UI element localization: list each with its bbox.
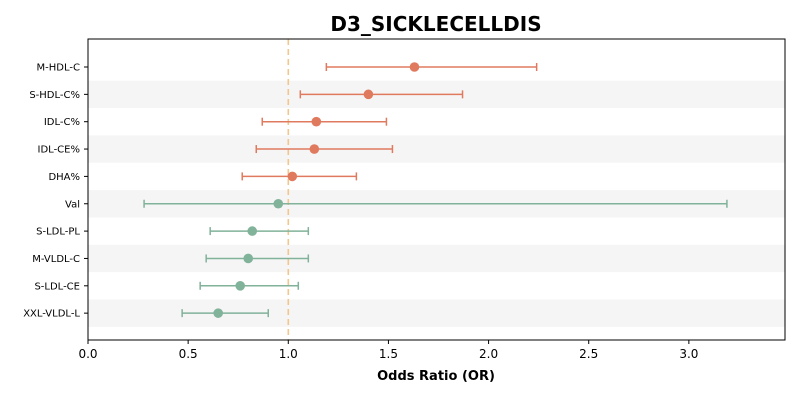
y-tick-label: S-LDL-PL	[36, 227, 80, 238]
x-tick-label: 0.5	[179, 347, 198, 361]
forest-row	[205, 253, 310, 264]
plot-frame	[87, 38, 786, 341]
row-band	[88, 244, 785, 273]
or-point	[311, 116, 322, 127]
y-tick-label: S-LDL-CE	[34, 281, 80, 292]
forest-row	[299, 89, 464, 100]
or-point	[287, 171, 298, 182]
x-axis-label: Odds Ratio (OR)	[377, 369, 495, 384]
y-tick-label: DHA%	[48, 172, 80, 183]
x-tick-label: 2.0	[479, 347, 498, 361]
x-tick-label: 0.0	[78, 347, 97, 361]
or-point	[235, 281, 246, 291]
or-point	[213, 308, 223, 318]
forest-row	[255, 144, 394, 154]
y-tick-label: M-HDL-C	[37, 63, 80, 74]
x-tick-label: 1.0	[279, 347, 298, 361]
x-tick-label: 3.0	[679, 347, 698, 361]
forest-row	[143, 198, 728, 209]
forest-row	[241, 171, 358, 182]
y-tick-label: Val	[65, 199, 80, 210]
x-tick-label: 1.5	[379, 347, 398, 361]
y-tick-label: IDL-CE%	[38, 145, 80, 156]
row-band	[88, 135, 785, 163]
or-point	[309, 144, 320, 154]
y-tick-label: M-VLDL-C	[32, 254, 80, 265]
y-tick-label: XXL-VLDL-L	[23, 309, 80, 320]
forest-row	[199, 281, 300, 291]
x-axis-ticks: 0.0 0.5 1.0 1.5 2.0 2.5 3.0	[78, 340, 698, 361]
chart-title: D3_SICKLECELLDIS	[330, 12, 541, 36]
forest-row	[209, 226, 310, 236]
y-axis-ticks: M-HDL-C S-HDL-C% IDL-C% IDL-CE% DHA% Val S-LDL…	[23, 63, 88, 320]
or-point	[243, 253, 254, 264]
x-tick-label: 2.5	[579, 347, 598, 361]
data-rows	[143, 62, 728, 318]
or-point	[247, 226, 258, 236]
forest-row	[261, 116, 388, 127]
or-point	[409, 62, 420, 72]
or-point	[273, 198, 284, 209]
forest-row	[325, 62, 538, 72]
y-tick-label: S-HDL-C%	[29, 90, 80, 101]
or-point	[363, 89, 374, 100]
y-tick-label: IDL-C%	[44, 117, 80, 128]
forest-row	[181, 308, 270, 318]
